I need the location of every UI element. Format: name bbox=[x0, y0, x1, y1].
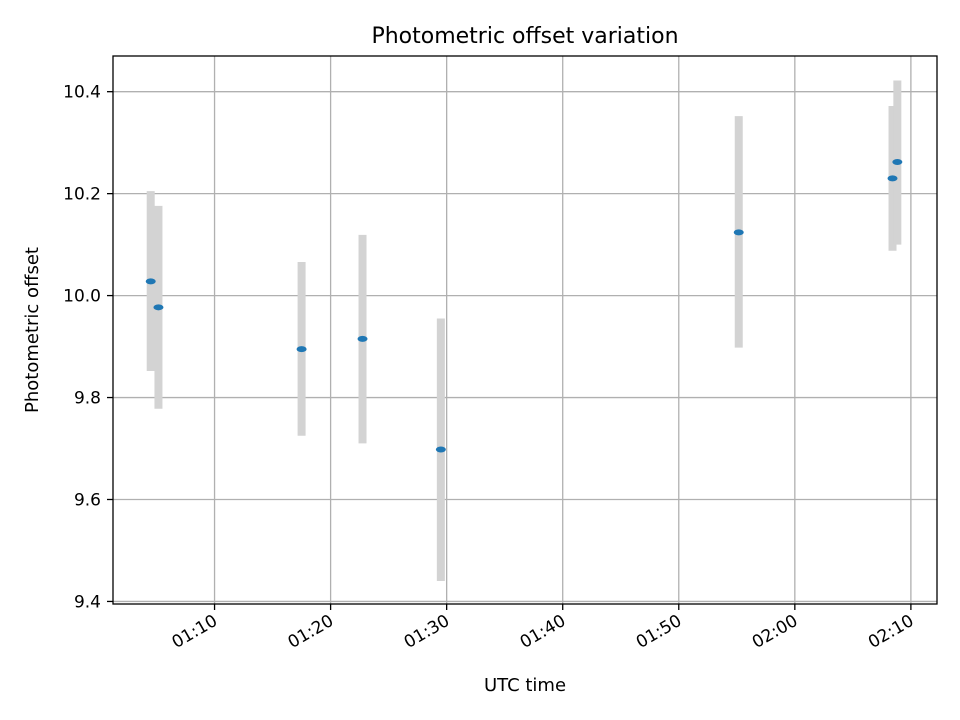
x-axis-label: UTC time bbox=[484, 675, 566, 696]
chart-title: Photometric offset variation bbox=[371, 24, 678, 49]
data-point bbox=[153, 304, 164, 311]
y-tick-label: 9.4 bbox=[74, 592, 101, 612]
data-point bbox=[892, 159, 903, 166]
plot-frame bbox=[112, 55, 938, 605]
data-point bbox=[733, 229, 744, 236]
y-tick-label: 10.2 bbox=[63, 185, 101, 205]
data-point bbox=[296, 346, 307, 353]
y-axis-label: Photometric offset bbox=[22, 247, 43, 413]
grid bbox=[113, 56, 937, 604]
y-tick-label: 10.4 bbox=[63, 83, 101, 103]
y-tick-label: 10.0 bbox=[63, 287, 101, 307]
data-point bbox=[435, 446, 446, 453]
y-tick-label: 9.8 bbox=[74, 389, 101, 409]
data-point bbox=[887, 175, 898, 182]
data-point bbox=[357, 335, 368, 342]
data-point bbox=[145, 278, 156, 285]
y-tick-label: 9.6 bbox=[74, 490, 101, 510]
data-points bbox=[145, 159, 903, 453]
